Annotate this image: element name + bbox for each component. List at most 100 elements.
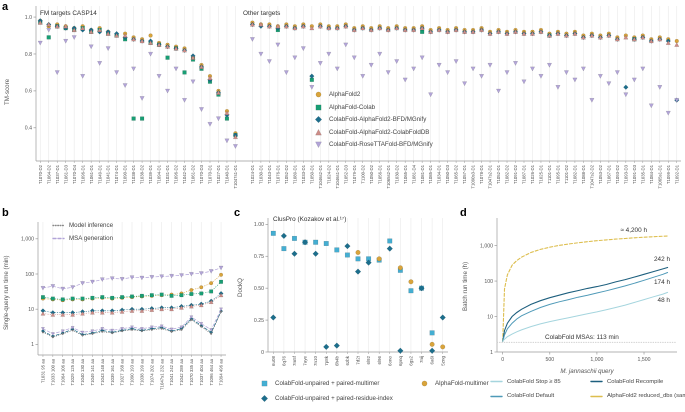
svg-text:T1030-D1: T1030-D1 — [259, 164, 264, 184]
svg-text:T1100-D2: T1100-D2 — [360, 164, 365, 183]
line-legend-icon — [490, 395, 503, 397]
other-targets-label: Other targets — [243, 10, 281, 17]
circle-legend-icon — [421, 380, 428, 387]
svg-text:T1024-D1: T1024-D1 — [250, 164, 255, 184]
svg-text:1,500: 1,500 — [638, 357, 651, 363]
svg-text:T1047s2-D2: T1047s2-D2 — [589, 164, 594, 188]
svg-text:T1095-D1: T1095-D1 — [556, 164, 561, 184]
legend-item: AlphaFold-Colab — [312, 103, 433, 112]
svg-text:T1052-D2: T1052-D2 — [284, 164, 289, 184]
svg-text:T1094 496 aa: T1094 496 aa — [219, 358, 224, 385]
line-legend-icon — [52, 237, 65, 239]
svg-text:T1047s1-D1: T1047s1-D1 — [233, 164, 238, 188]
series-ColabFold-RoseTTAFold-BFD/MGnify — [37, 27, 680, 149]
series-Model inference — [41, 310, 223, 339]
svg-text:T1070-D2: T1070-D2 — [38, 164, 43, 184]
stop-total-annotation: 48 h — [657, 297, 670, 304]
circle-legend-icon — [315, 91, 322, 98]
cluspro-title: ClusPro (Kozakov et al.¹⁷) — [273, 216, 347, 223]
svg-text:7d2t: 7d2t — [356, 355, 361, 365]
svg-text:T1057-D1: T1057-D1 — [462, 164, 467, 184]
svg-text:1,000: 1,000 — [590, 357, 603, 363]
svg-text:T1061-D2: T1061-D2 — [191, 164, 196, 184]
svg-text:1: 1 — [31, 342, 34, 348]
legend-item: ColabFold-AlphaFold2-ColabFoldDB — [312, 128, 433, 137]
af2-total-annotation: ≈ 4,200 h — [620, 227, 647, 234]
line-legend-icon — [490, 380, 503, 383]
legend-item: MSA generation — [52, 234, 113, 243]
svg-text:T1024-D2: T1024-D2 — [326, 164, 331, 184]
svg-text:T1046s1-D1: T1046s1-D1 — [335, 164, 340, 188]
default-total-annotation: 174 h — [654, 279, 670, 286]
svg-text:T1043 148 aa: T1043 148 aa — [100, 358, 105, 385]
svg-text:T1035-D1: T1035-D1 — [640, 164, 645, 184]
legend-item: ColabFold-unpaired + paired-multimer — [258, 379, 408, 388]
svg-text:7p8k: 7p8k — [324, 355, 329, 366]
svg-text:T1042-D1: T1042-D1 — [182, 164, 187, 184]
svg-text:T1064-D2: T1064-D2 — [46, 164, 51, 184]
tri-up-legend-icon — [315, 128, 322, 135]
svg-text:T1052-D1: T1052-D1 — [496, 164, 501, 184]
svg-text:T1078-D1: T1078-D1 — [479, 164, 484, 184]
series-AlphaFold-Colab — [40, 279, 224, 302]
svg-text:0.50: 0.50 — [254, 286, 264, 292]
svg-text:T1092-D1: T1092-D1 — [674, 164, 679, 184]
diamond-legend-icon — [315, 116, 322, 123]
panel-d-letter: d — [460, 207, 467, 219]
svg-text:500: 500 — [545, 357, 554, 363]
svg-text:T1039-D1: T1039-D1 — [148, 164, 153, 184]
svg-text:T1064 106 aa: T1064 106 aa — [60, 358, 65, 385]
svg-text:T1088-D1: T1088-D1 — [581, 164, 586, 184]
svg-text:0.6: 0.6 — [25, 89, 32, 95]
svg-text:T1038-D2: T1038-D2 — [140, 164, 145, 184]
svg-text:T1047s1 232 aa: T1047s1 232 aa — [159, 358, 164, 390]
legend-label: ColabFold-unpaired + paired-multimer — [275, 380, 380, 387]
svg-text:T1074 202 aa: T1074 202 aa — [149, 358, 154, 385]
panel-a-ylabel: TM-score — [4, 78, 11, 105]
svg-text:0: 0 — [501, 357, 504, 363]
square-legend-icon — [261, 380, 268, 387]
svg-text:T1040-D1: T1040-D1 — [225, 164, 230, 184]
legend-item: AlphaFold2 reduced_dbs (sampled) — [590, 392, 685, 401]
svg-text:T1037-D1: T1037-D1 — [55, 164, 60, 184]
svg-text:T1090-D1: T1090-D1 — [123, 164, 128, 184]
svg-text:T1082-D2: T1082-D2 — [505, 164, 510, 184]
svg-text:T1101-D1: T1101-D1 — [547, 164, 552, 183]
series-ColabFold-unpaired + paired-multimer — [270, 230, 435, 336]
svg-text:T1027 168 aa: T1027 168 aa — [120, 358, 125, 385]
svg-text:6zbk: 6zbk — [345, 355, 350, 365]
svg-text:T1079-D1: T1079-D1 — [352, 164, 357, 184]
svg-text:T1081-D4: T1081-D4 — [411, 164, 416, 184]
svg-text:T1070 335 aa: T1070 335 aa — [189, 358, 194, 385]
svg-text:T1050-D3: T1050-D3 — [445, 164, 450, 184]
svg-text:T1040 130 aa: T1040 130 aa — [80, 358, 85, 385]
svg-text:100: 100 — [484, 279, 493, 285]
tri-down-legend-icon — [315, 141, 322, 148]
svg-text:6ono: 6ono — [387, 356, 392, 367]
legend-item: AlphaFold2 — [312, 90, 433, 99]
svg-text:T1033 100 aa: T1033 100 aa — [50, 358, 55, 385]
svg-text:100: 100 — [25, 272, 34, 278]
legend-label: ColabFold-unpaired + paired-residue-inde… — [275, 394, 393, 402]
svg-text:T1087-D1: T1087-D1 — [522, 164, 527, 184]
legend-item: ColabFold Stop ≥ 85 — [490, 377, 580, 386]
series-ColabFold-unpaired + paired-residue-index — [270, 232, 446, 354]
legend-label: AlphaFold2 reduced_dbs (sampled) — [607, 393, 685, 399]
svg-text:6q76: 6q76 — [281, 356, 286, 367]
svg-text:T1029 125 aa: T1029 125 aa — [70, 358, 75, 385]
panel-c-chart: 1.00 0.75 0.50 0.25 0 6u08 6q76 7m5f 7aye 7n10 7p8… — [230, 205, 455, 407]
svg-text:T1101-D2: T1101-D2 — [564, 164, 569, 183]
svg-text:T1070-D3: T1070-D3 — [199, 164, 204, 184]
panel-b-legend: Model inference MSA generation — [52, 221, 113, 246]
svg-text:T1091-D3: T1091-D3 — [632, 164, 637, 184]
svg-text:T1043-D1: T1043-D1 — [267, 164, 272, 184]
svg-text:0.8: 0.8 — [25, 52, 32, 58]
legend-label: Model inference — [69, 222, 114, 229]
line-legend-icon — [52, 224, 65, 227]
svg-text:6l96: 6l96 — [377, 356, 382, 365]
line-legend-icon — [590, 380, 603, 383]
legend-label: ColabFold Default — [507, 393, 555, 399]
panel-a-letter: a — [2, 1, 9, 13]
svg-text:T1025-D1: T1025-D1 — [539, 164, 544, 184]
svg-text:T1050-D1: T1050-D1 — [309, 164, 314, 184]
